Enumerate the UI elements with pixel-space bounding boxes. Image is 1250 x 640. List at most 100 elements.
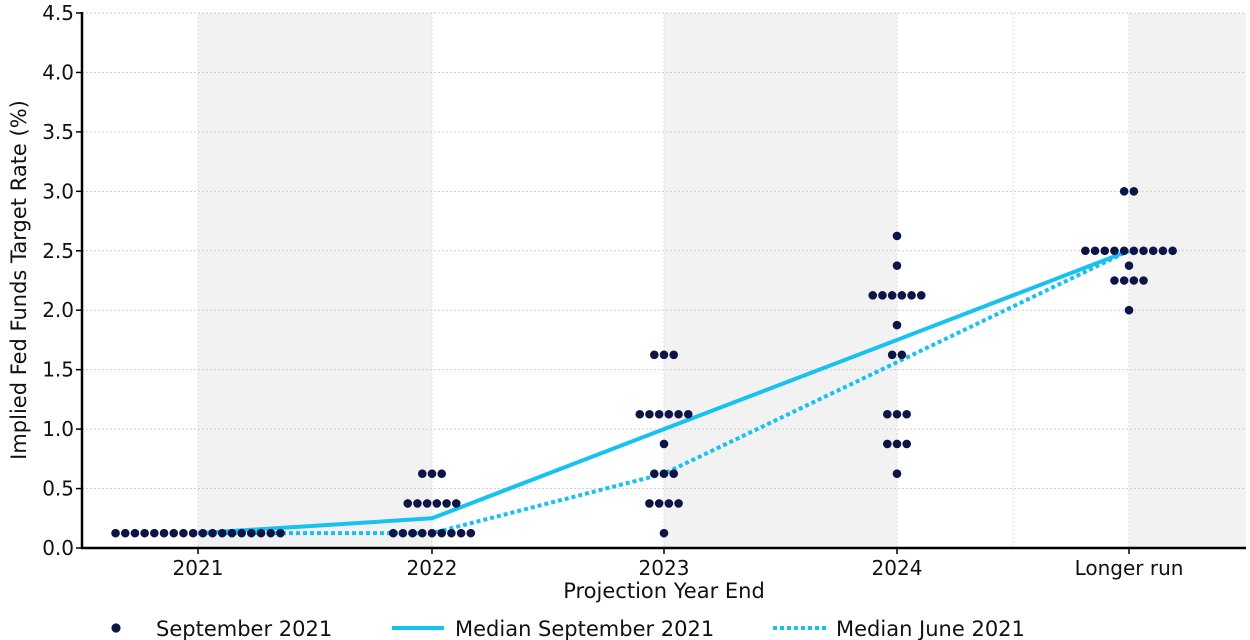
dot-2022-0_625-0 <box>418 469 427 478</box>
dot-2022-0_125-5 <box>437 528 447 538</box>
dot-2023-0_375-3 <box>674 499 683 508</box>
dot-2023-1_125-2 <box>654 409 664 419</box>
legend-item-september-2021: September 2021 <box>111 617 332 640</box>
dot-2023-1_125-1 <box>645 409 654 419</box>
legend-label-median-september-2021: Median September 2021 <box>455 617 714 640</box>
dot-longer-run-3-1 <box>1129 187 1139 196</box>
dot-2021-0_125-9 <box>198 528 208 538</box>
dot-2023-1_125-4 <box>674 409 683 419</box>
dot-2021-0_125-14 <box>247 528 256 538</box>
dot-longer-run-2_5-3 <box>1110 246 1119 256</box>
dot-longer-run-2_5-2 <box>1100 246 1110 256</box>
dot-2024-2_125-5 <box>916 291 926 300</box>
dot-2022-0_125-0 <box>388 528 398 538</box>
dot-2024-2_125-1 <box>878 291 887 300</box>
dot-2024-2_375-0 <box>892 261 902 270</box>
dot-2023-1_125-3 <box>664 409 674 419</box>
x-tick-labels: 2021 2022 2023 2024 Longer run <box>173 556 1184 580</box>
shaded-band-3 <box>664 13 897 548</box>
dot-longer-run-2_5-4 <box>1119 246 1129 256</box>
shaded-band-1 <box>198 13 432 548</box>
dot-longer-run-2_25-2 <box>1129 276 1139 285</box>
dot-2024-2_125-0 <box>868 291 878 300</box>
dot-2022-0_375-1 <box>413 499 422 508</box>
dot-2024-0_875-1 <box>892 439 902 449</box>
dot-2023-0_625-0 <box>650 469 659 478</box>
dot-2021-0_125-11 <box>217 528 227 538</box>
dot-2024-0_625-0 <box>892 469 902 478</box>
dot-longer-run-2_5-1 <box>1090 246 1100 256</box>
x-tick-label-2024: 2024 <box>872 556 923 580</box>
dot-longer-run-3-0 <box>1119 187 1129 196</box>
dot-longer-run-2_25-0 <box>1110 276 1119 285</box>
dot-2023-1_125-0 <box>635 409 645 419</box>
y-axis-title: Implied Fed Funds Target Rate (%) <box>7 100 31 460</box>
dot-2022-0_125-4 <box>427 528 437 538</box>
dot-2022-0_625-1 <box>427 469 437 478</box>
y-tick-label-8: 4.0 <box>42 60 74 84</box>
dot-2024-2_625-0 <box>892 231 902 241</box>
y-tick-label-2: 1.0 <box>42 417 74 441</box>
x-tick-label-2021: 2021 <box>173 556 224 580</box>
dot-2021-0_125-13 <box>237 528 246 538</box>
y-tick-labels: 0.0 0.5 1.0 1.5 2.0 2.5 3.0 3.5 4.0 4.5 <box>42 1 74 560</box>
dot-2022-0_125-6 <box>447 528 456 538</box>
legend-label-september-2021: September 2021 <box>156 617 332 640</box>
dot-longer-run-2_375-0 <box>1124 261 1134 270</box>
dot-longer-run-2_5-5 <box>1129 246 1139 256</box>
dot-2022-0_125-3 <box>418 528 427 538</box>
dot-2021-0_125-12 <box>227 528 237 538</box>
dot-2022-0_375-4 <box>442 499 451 508</box>
dot-longer-run-2_25-1 <box>1119 276 1129 285</box>
dot-longer-run-2_5-8 <box>1158 246 1168 256</box>
dot-longer-run-2_5-6 <box>1139 246 1148 256</box>
dot-2024-0_875-0 <box>883 439 892 449</box>
dot-2021-0_125-2 <box>130 528 140 538</box>
y-tick-label-4: 2.0 <box>42 298 74 322</box>
dot-2021-0_125-15 <box>256 528 266 538</box>
shaded-band-5 <box>1129 13 1246 548</box>
dot-2022-0_125-8 <box>466 528 476 538</box>
dot-2021-0_125-17 <box>276 528 285 538</box>
dot-2023-0_625-2 <box>669 469 678 478</box>
dot-longer-run-2-0 <box>1124 305 1134 315</box>
x-tick-label-longer-run: Longer run <box>1075 556 1184 580</box>
dot-2023-0_375-1 <box>654 499 664 508</box>
dot-2024-2_125-3 <box>897 291 907 300</box>
median-lines <box>197 248 1130 536</box>
x-tick-label-2023: 2023 <box>639 556 690 580</box>
dot-2024-0_875-2 <box>902 439 911 449</box>
legend: September 2021 Median September 2021 Med… <box>111 617 1025 640</box>
y-tick-label-5: 2.5 <box>42 239 74 263</box>
dot-2024-1_625-1 <box>897 350 907 360</box>
dot-2024-1_125-1 <box>892 409 902 419</box>
dot-2024-2_125-2 <box>887 291 897 300</box>
line-median-september-2021 <box>197 248 1130 536</box>
dot-2023-0_375-2 <box>664 499 674 508</box>
dot-longer-run-2_5-9 <box>1168 246 1177 256</box>
x-tick-label-2022: 2022 <box>407 556 458 580</box>
dot-2023-0_375-0 <box>645 499 654 508</box>
dot-2021-0_125-7 <box>179 528 188 538</box>
dot-2024-1_125-2 <box>902 409 911 419</box>
dot-2021-0_125-0 <box>111 528 120 538</box>
dot-2022-0_125-2 <box>408 528 417 538</box>
dot-2021-0_125-5 <box>159 528 169 538</box>
dot-longer-run-2_5-0 <box>1081 246 1090 256</box>
x-axis-title: Projection Year End <box>563 579 765 603</box>
alternating-year-bands <box>198 13 1246 548</box>
dot-2021-0_125-16 <box>266 528 276 538</box>
dot-longer-run-2_5-7 <box>1148 246 1158 256</box>
dot-2022-0_375-3 <box>432 499 442 508</box>
y-tick-label-1: 0.5 <box>42 477 74 501</box>
dot-2023-0_875-0 <box>659 439 669 449</box>
axes <box>76 12 1246 554</box>
dot-longer-run-2_25-3 <box>1139 276 1148 285</box>
participant-dots <box>111 187 1177 538</box>
dot-2022-0_375-0 <box>403 499 413 508</box>
y-tick-label-3: 1.5 <box>42 358 74 382</box>
legend-item-median-june-2021: Median June 2021 <box>773 617 1025 640</box>
dot-2021-0_125-10 <box>208 528 217 538</box>
dot-2021-0_125-8 <box>188 528 198 538</box>
line-median-june-2021 <box>198 248 1130 536</box>
